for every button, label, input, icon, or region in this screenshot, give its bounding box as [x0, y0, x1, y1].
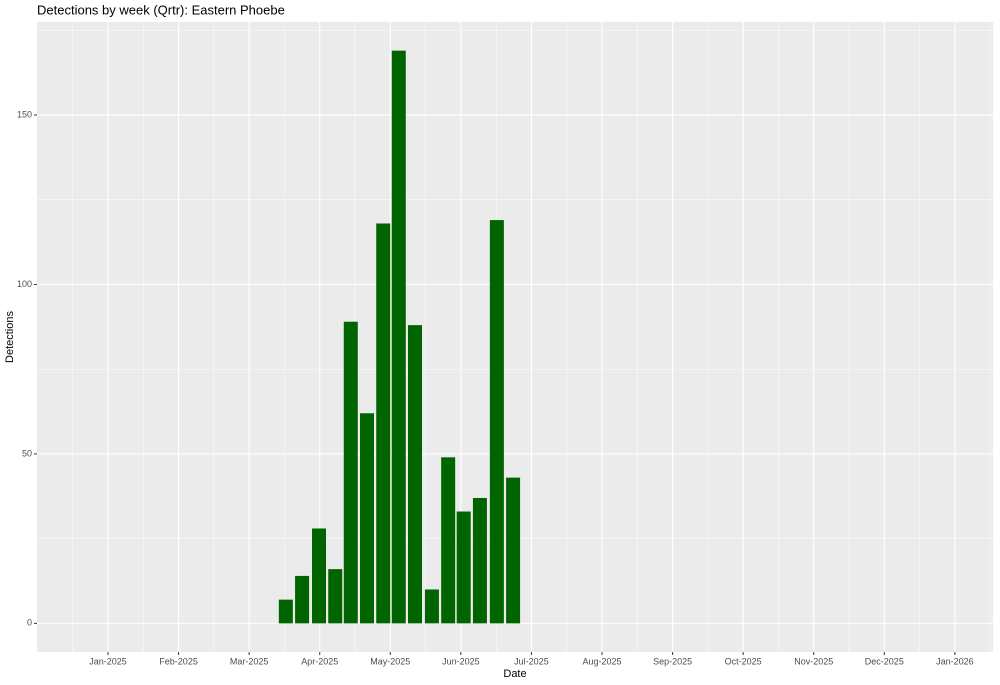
x-tick-label: Jun-2025: [442, 656, 480, 666]
x-tick-label: Sep-2025: [653, 656, 692, 666]
bar: [424, 589, 439, 624]
x-tick-label: Nov-2025: [794, 656, 833, 666]
x-tick-label: Aug-2025: [582, 656, 621, 666]
bar: [312, 528, 327, 624]
y-tick-label: 150: [17, 109, 32, 119]
y-tick-label: 50: [22, 448, 32, 458]
x-tick-label: Apr-2025: [301, 656, 338, 666]
bar: [278, 599, 293, 624]
y-tick-label: 100: [17, 279, 32, 289]
x-tick-label: Jan-2025: [89, 656, 127, 666]
bar: [506, 477, 521, 624]
bar: [343, 321, 358, 624]
chart-title: Detections by week (Qrtr): Eastern Phoeb…: [37, 2, 285, 17]
x-tick-label: Jan-2026: [936, 656, 974, 666]
bar: [407, 325, 422, 624]
x-tick-label: Dec-2025: [865, 656, 904, 666]
bar: [456, 511, 471, 624]
x-tick-label: Oct-2025: [725, 656, 762, 666]
bar: [391, 50, 406, 624]
x-tick-label: Jul-2025: [514, 656, 549, 666]
bar: [376, 223, 391, 624]
x-tick-label: Feb-2025: [159, 656, 198, 666]
x-axis-title: Date: [503, 668, 526, 680]
y-tick-label: 0: [27, 618, 32, 628]
bar: [328, 569, 343, 624]
x-tick-label: Mar-2025: [230, 656, 269, 666]
bar: [489, 220, 504, 624]
bar: [472, 497, 487, 624]
bar: [441, 457, 456, 624]
y-axis-title: Detections: [4, 311, 16, 363]
bar: [360, 413, 375, 624]
x-tick-label: May-2025: [370, 656, 410, 666]
bar: [295, 575, 310, 624]
